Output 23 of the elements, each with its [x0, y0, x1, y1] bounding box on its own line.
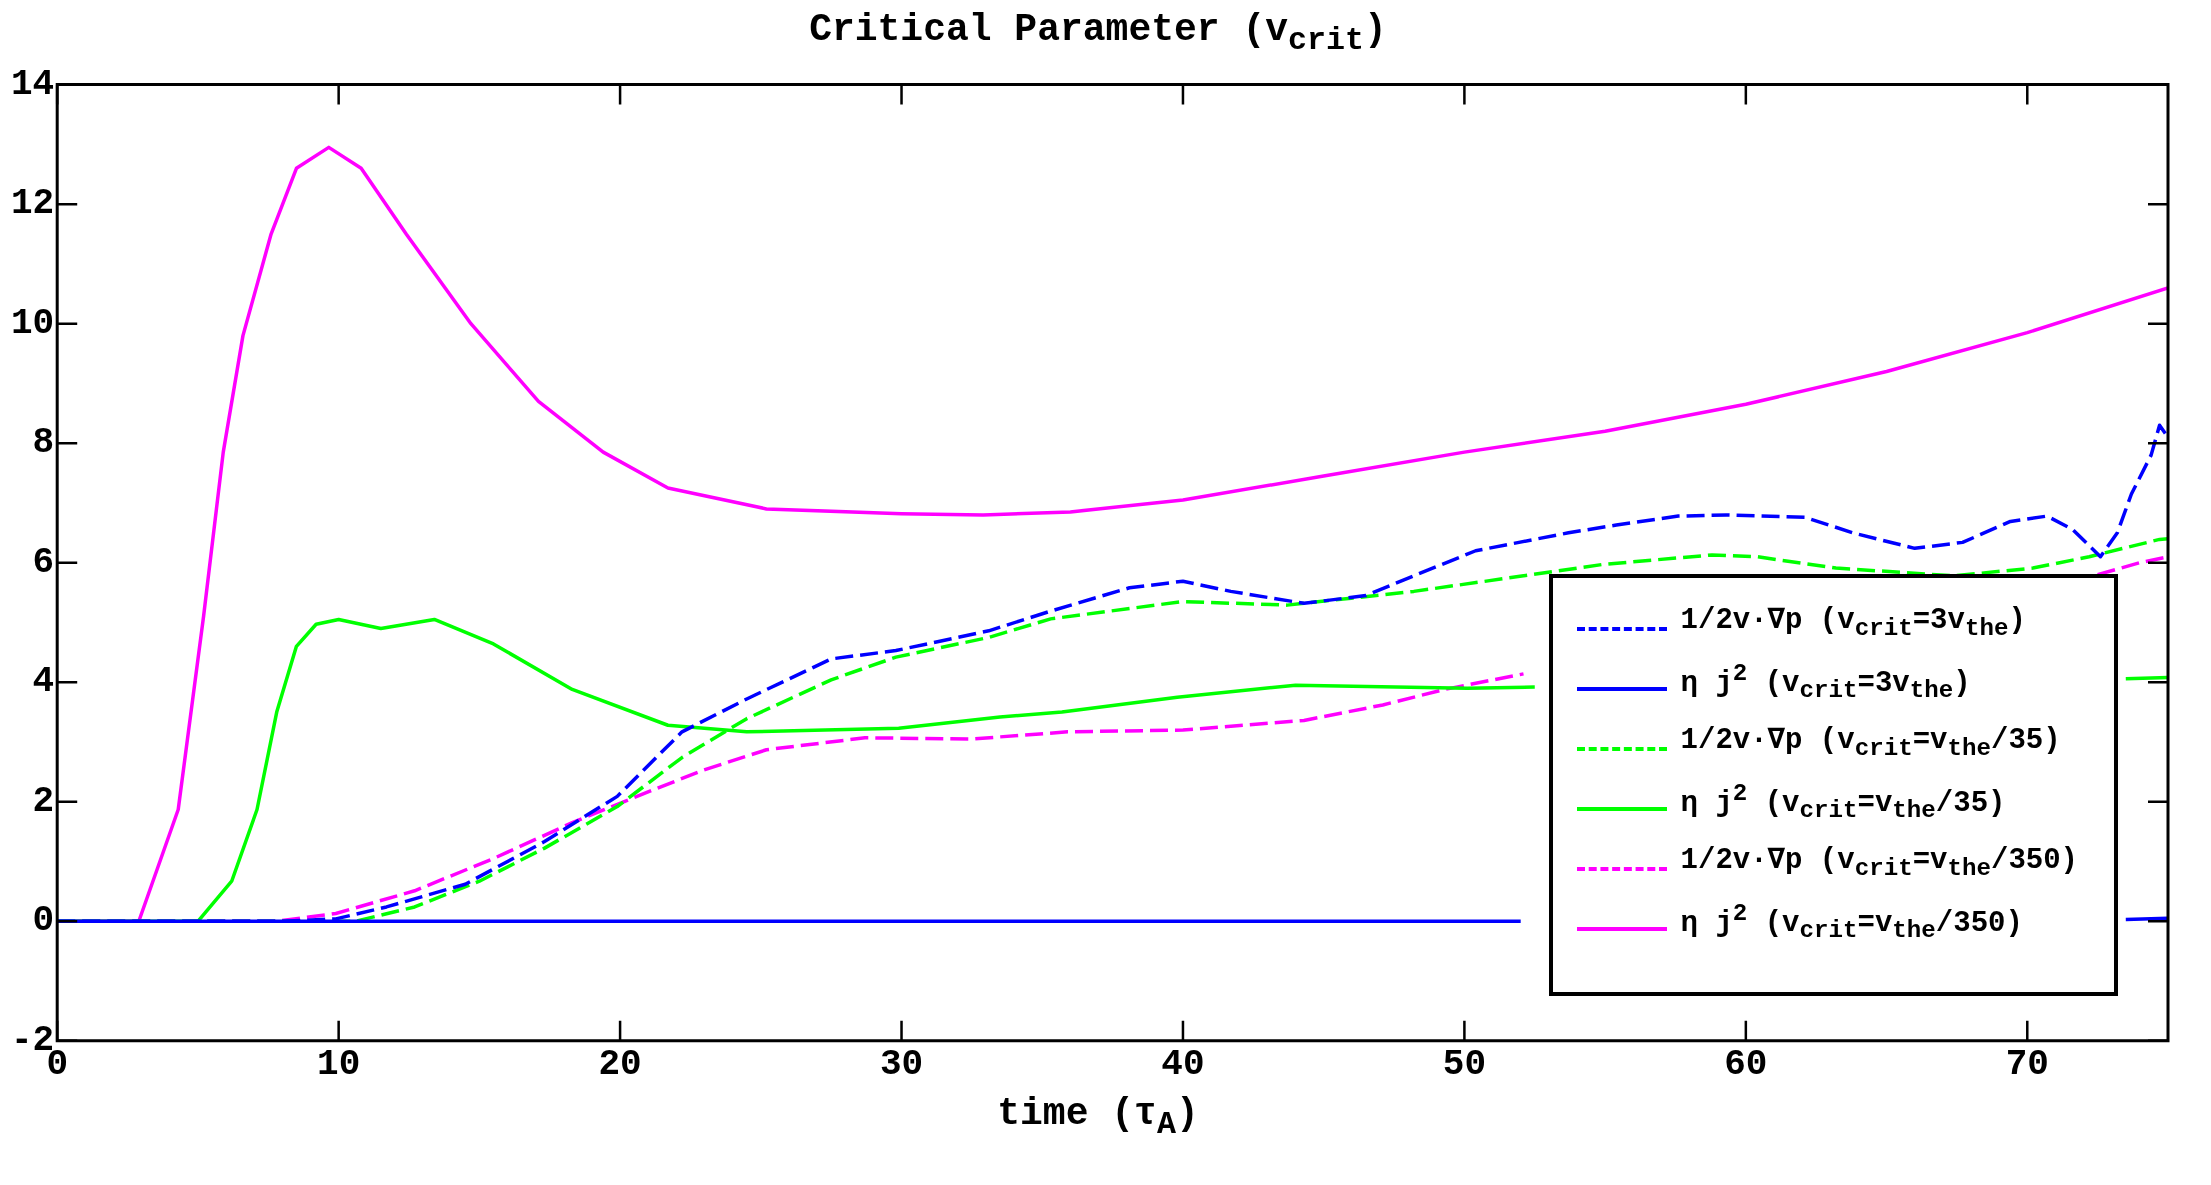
y-tick-label: 14 [10, 63, 55, 105]
chart-title: Critical Parameter (v$_{crit}$) [808, 8, 1388, 60]
y-tick-label: 8 [32, 422, 55, 464]
x-tick-label: 40 [1161, 1044, 1205, 1086]
x-axis-title: time (τ$_{A}$) [996, 1092, 1200, 1143]
y-tick-label: 12 [10, 183, 55, 225]
x-tick-label: 30 [879, 1044, 924, 1086]
legend-label: η j$^{2}$ (v$_{crit}$=v$_{the}$/35) [1680, 779, 2006, 825]
x-tick-label: 20 [598, 1044, 642, 1086]
y-tick-label: 2 [32, 780, 55, 822]
y-tick-label: 6 [32, 541, 55, 583]
legend-label: 1/2v·∇p (v$_{crit}$=3v$_{the}$) [1680, 603, 2026, 643]
y-tick-label: 10 [10, 302, 55, 344]
legend-label: η j$^{2}$ (v$_{crit}$=3v$_{the}$) [1680, 659, 1971, 705]
y-tick-label: 0 [32, 900, 55, 942]
x-tick-label: 70 [2005, 1044, 2049, 1086]
legend-label: η j$^{2}$ (v$_{crit}$=v$_{the}$/350) [1680, 899, 2023, 945]
legend-label: 1/2v·∇p (v$_{crit}$=v$_{the}$/350) [1680, 843, 2078, 883]
y-tick-label: 4 [32, 661, 55, 703]
legend-label: 1/2v·∇p (v$_{crit}$=v$_{the}$/35) [1680, 723, 2061, 763]
x-tick-label: 50 [1442, 1044, 1487, 1086]
x-tick-label: 10 [317, 1044, 361, 1086]
x-tick-label: 60 [1724, 1044, 1768, 1086]
